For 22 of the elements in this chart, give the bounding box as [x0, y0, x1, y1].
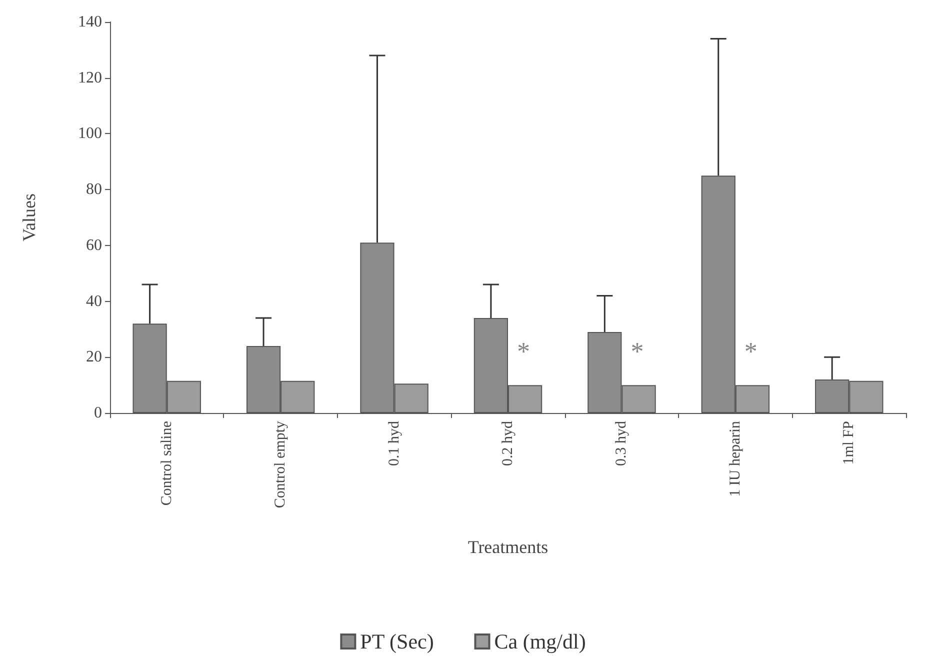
x-tick-label: 1ml FP [841, 421, 858, 465]
x-tick-label: Control empty [272, 420, 289, 508]
y-axis-title: Values [19, 194, 39, 242]
y-tick-label: 120 [78, 69, 102, 86]
x-tick-label: 0.2 hyd [500, 420, 516, 466]
x-tick-label: 0.1 hyd [386, 420, 402, 466]
y-tick-label: 140 [78, 14, 102, 30]
x-tick-label: 0.3 hyd [614, 420, 630, 466]
x-tick-label: Control saline [158, 420, 175, 506]
x-axis-title: Treatments [468, 537, 548, 557]
y-tick-label: 40 [86, 292, 102, 310]
legend-label: PT (Sec) [360, 630, 434, 654]
legend-label: Ca (mg/dl) [494, 630, 586, 654]
y-tick-label: 80 [86, 181, 102, 198]
y-tick-label: 0 [94, 404, 102, 422]
annotation: * [744, 337, 758, 366]
x-tick-label: 1 IU heparin [727, 420, 744, 497]
y-tick-label: 60 [86, 236, 102, 254]
y-tick-label: 20 [86, 348, 102, 366]
annotation: * [630, 337, 644, 366]
annotation: * [517, 337, 530, 366]
y-tick-label: 100 [78, 125, 102, 142]
